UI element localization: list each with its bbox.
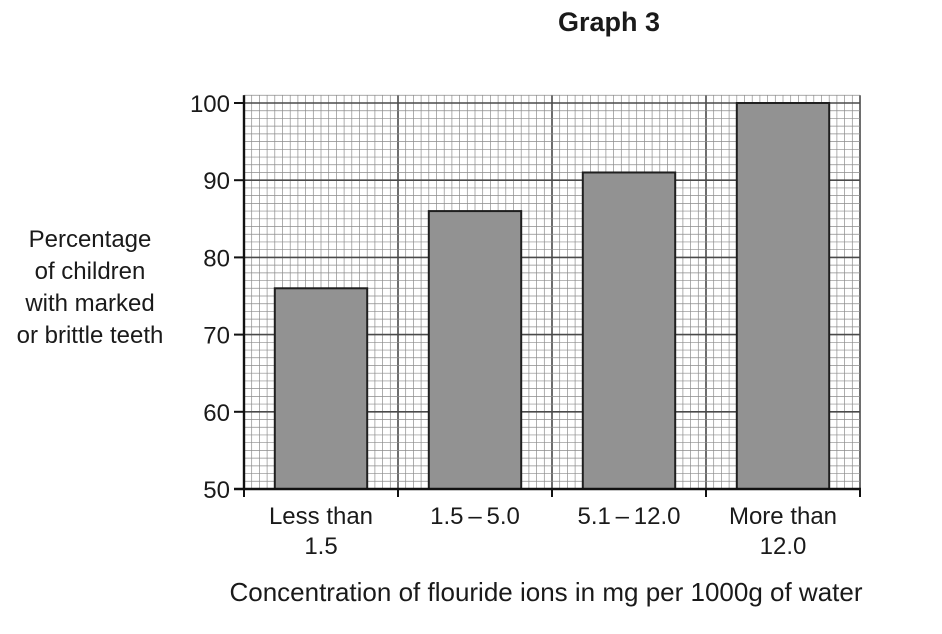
y-axis-label-line: of children <box>35 258 146 285</box>
y-tick-label: 70 <box>203 323 230 350</box>
x-tick-label: Less than 1.5 <box>269 503 373 560</box>
y-tick-label: 90 <box>203 168 230 195</box>
bars <box>273 102 831 491</box>
y-axis-label-line: or brittle teeth <box>17 322 164 349</box>
y-axis-label: Percentage of children with marked or britt… <box>17 226 164 349</box>
x-tick-label: 1.5 – 5.0 <box>430 503 520 530</box>
x-tick-labels: Less than 1.5 1.5 – 5.0 5.1 – 12.0 More than… <box>269 503 837 560</box>
bar-3 <box>581 171 677 490</box>
y-tick-label: 100 <box>190 91 230 118</box>
y-tick-labels: 50 60 70 80 90 100 <box>190 91 230 504</box>
chart-title: Graph 3 <box>558 7 660 37</box>
axes <box>234 95 861 497</box>
bar-2 <box>427 210 523 491</box>
bar-4 <box>735 102 831 490</box>
y-axis-label-line: with marked <box>24 290 154 317</box>
bar-1 <box>273 287 369 490</box>
x-tick-label: 5.1 – 12.0 <box>577 503 680 530</box>
y-tick-label: 80 <box>203 245 230 272</box>
y-tick-label: 50 <box>203 477 230 504</box>
y-axis-label-line: Percentage <box>29 226 152 253</box>
x-tick-label: More than 12.0 <box>729 503 837 560</box>
x-axis-label: Concentration of flouride ions in mg per… <box>229 577 862 607</box>
y-tick-label: 60 <box>203 400 230 427</box>
